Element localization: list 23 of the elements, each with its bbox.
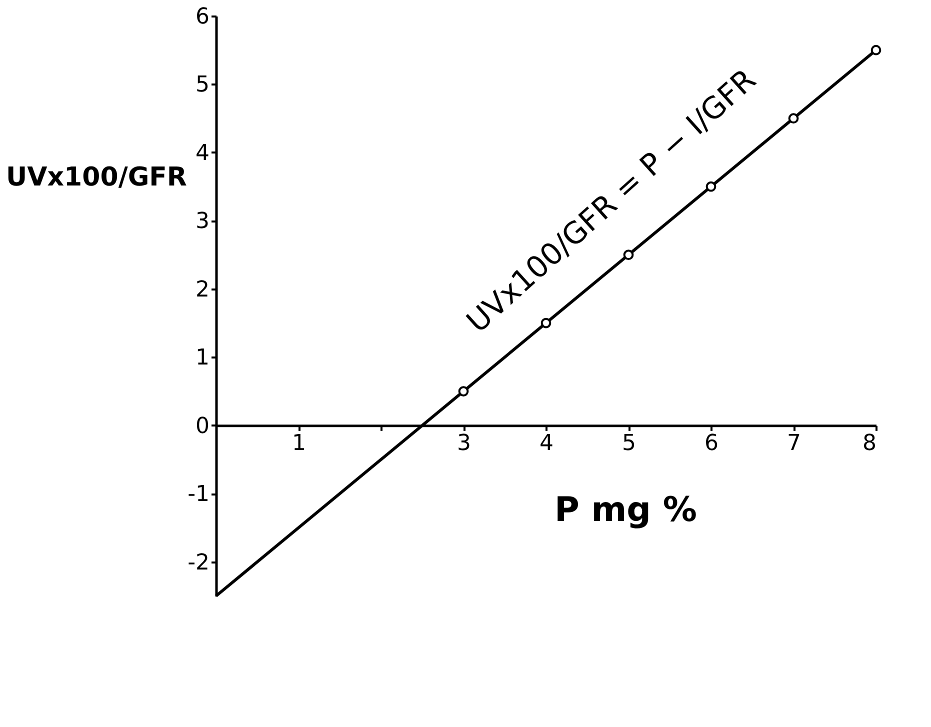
x-tick-label: 8: [862, 430, 876, 456]
y-tick-label: 5: [196, 72, 210, 98]
point: [458, 386, 469, 396]
x-axis-title: P mg %: [554, 490, 697, 530]
y-tick-label: -2: [188, 550, 210, 576]
y-tick-label: -1: [188, 482, 210, 508]
point: [870, 44, 882, 56]
y-tick-label: 3: [196, 209, 210, 234]
x-tick-label: 6: [704, 430, 718, 456]
y-tick-label: 0: [196, 414, 210, 439]
x-tick-label: 4: [540, 430, 554, 456]
point: [623, 250, 634, 260]
y-tick-label: 6: [196, 4, 210, 30]
point: [706, 181, 716, 192]
y-tick-label: 1: [196, 346, 210, 371]
point: [788, 113, 799, 124]
y-tick-label: 4: [196, 140, 210, 166]
x-tick-label: 5: [622, 430, 636, 456]
x-tick-label: 7: [787, 430, 801, 456]
x-tick-label: 3: [457, 430, 471, 456]
y-tick-label: 2: [196, 277, 210, 302]
y-axis-title: UVx100/GFR: [6, 162, 187, 192]
x-tick-label: 1: [292, 430, 306, 456]
